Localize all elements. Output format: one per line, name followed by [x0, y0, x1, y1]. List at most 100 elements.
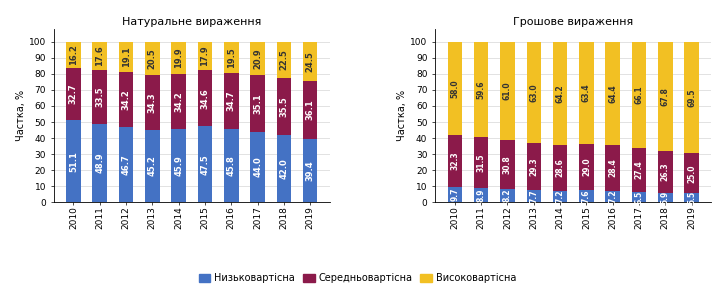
Text: 26.3: 26.3: [661, 162, 670, 181]
Bar: [145, 130, 159, 202]
Bar: [579, 144, 593, 190]
Bar: [658, 42, 673, 151]
Text: 59.6: 59.6: [477, 80, 485, 99]
Text: 64.2: 64.2: [556, 84, 565, 103]
Bar: [500, 140, 515, 189]
Bar: [303, 81, 317, 139]
Text: 19.9: 19.9: [174, 47, 183, 68]
Bar: [606, 145, 620, 191]
Text: 5.9: 5.9: [661, 191, 670, 204]
Text: 64.4: 64.4: [608, 84, 617, 103]
Bar: [684, 42, 699, 153]
Text: 16.2: 16.2: [69, 44, 78, 65]
Bar: [250, 75, 265, 132]
Text: 24.5: 24.5: [306, 51, 315, 72]
Bar: [92, 42, 107, 70]
Bar: [658, 193, 673, 202]
Text: 29.3: 29.3: [529, 157, 538, 176]
Text: 45.8: 45.8: [227, 155, 236, 176]
Bar: [198, 126, 212, 202]
Bar: [474, 42, 488, 138]
Bar: [500, 42, 515, 140]
Text: 47.5: 47.5: [200, 154, 209, 175]
Text: 66.1: 66.1: [634, 86, 644, 104]
Bar: [66, 120, 81, 202]
Title: Грошове вираження: Грошове вираження: [513, 17, 633, 27]
Bar: [632, 192, 646, 202]
Bar: [277, 42, 291, 78]
Text: 46.7: 46.7: [122, 154, 131, 175]
Bar: [145, 75, 159, 130]
Text: 17.9: 17.9: [200, 46, 209, 66]
Text: 20.5: 20.5: [148, 48, 157, 68]
Text: 58.0: 58.0: [450, 79, 459, 98]
Bar: [579, 190, 593, 202]
Text: 33.5: 33.5: [95, 87, 104, 107]
Text: 19.1: 19.1: [122, 47, 131, 67]
Text: 6.5: 6.5: [634, 190, 644, 204]
Bar: [606, 42, 620, 145]
Bar: [448, 187, 462, 202]
Bar: [526, 143, 541, 190]
Bar: [500, 189, 515, 202]
Text: 22.5: 22.5: [280, 49, 288, 70]
Text: 61.0: 61.0: [503, 81, 512, 100]
Bar: [172, 42, 186, 74]
Bar: [526, 190, 541, 202]
Text: 19.5: 19.5: [227, 47, 236, 68]
Title: Натуральне вираження: Натуральне вираження: [122, 17, 262, 27]
Text: 7.2: 7.2: [556, 190, 565, 203]
Bar: [198, 71, 212, 126]
Text: 32.7: 32.7: [69, 84, 78, 104]
Bar: [553, 145, 567, 191]
Text: 32.3: 32.3: [450, 151, 459, 170]
Bar: [92, 70, 107, 124]
Text: 27.4: 27.4: [634, 160, 644, 179]
Text: 34.2: 34.2: [122, 90, 131, 110]
Bar: [632, 42, 646, 148]
Text: 45.9: 45.9: [174, 155, 183, 176]
Bar: [606, 191, 620, 202]
Text: 63.4: 63.4: [582, 83, 591, 102]
Y-axis label: Частка, %: Частка, %: [16, 90, 26, 141]
Text: 8.9: 8.9: [477, 188, 485, 202]
Text: 39.4: 39.4: [306, 160, 315, 181]
Bar: [684, 193, 699, 202]
Text: 17.6: 17.6: [95, 45, 104, 66]
Bar: [119, 73, 133, 127]
Text: 7.7: 7.7: [529, 189, 538, 203]
Bar: [553, 42, 567, 145]
Bar: [250, 132, 265, 202]
Bar: [474, 138, 488, 188]
Bar: [632, 148, 646, 192]
Bar: [92, 124, 107, 202]
Bar: [303, 42, 317, 81]
Bar: [277, 78, 291, 135]
Bar: [224, 73, 239, 129]
Text: 5.5: 5.5: [687, 191, 696, 204]
Bar: [145, 42, 159, 75]
Bar: [66, 68, 81, 120]
Bar: [224, 129, 239, 202]
Text: 42.0: 42.0: [280, 158, 288, 179]
Y-axis label: Частка, %: Частка, %: [398, 90, 408, 141]
Bar: [172, 74, 186, 129]
Text: 29.0: 29.0: [582, 158, 591, 176]
Text: 7.2: 7.2: [608, 190, 617, 203]
Text: 51.1: 51.1: [69, 151, 78, 172]
Bar: [119, 42, 133, 73]
Bar: [198, 42, 212, 71]
Bar: [119, 127, 133, 202]
Bar: [658, 151, 673, 193]
Text: 28.6: 28.6: [556, 158, 565, 177]
Bar: [224, 42, 239, 73]
Bar: [448, 42, 462, 135]
Text: 45.2: 45.2: [148, 155, 157, 177]
Text: 8.2: 8.2: [503, 189, 512, 203]
Text: 34.7: 34.7: [227, 90, 236, 111]
Bar: [277, 135, 291, 202]
Text: 44.0: 44.0: [253, 157, 262, 177]
Text: 34.6: 34.6: [200, 88, 209, 109]
Text: 36.1: 36.1: [306, 100, 315, 121]
Legend: Низьковартісна, Середньовартісна, Високовартісна: Низьковартісна, Середньовартісна, Високо…: [195, 269, 520, 287]
